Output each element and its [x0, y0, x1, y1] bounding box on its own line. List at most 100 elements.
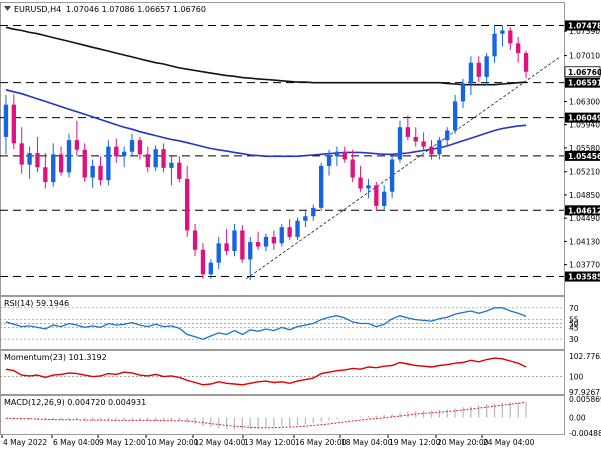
candle: [129, 133, 135, 157]
candle: [106, 140, 111, 186]
candle: [311, 204, 316, 221]
candle-body: [161, 149, 166, 168]
macd-histogram-bar: [359, 416, 362, 418]
candle: [11, 94, 16, 150]
candle: [366, 178, 371, 199]
macd-histogram-bar: [289, 417, 291, 427]
macd-histogram-bar: [375, 415, 377, 418]
macd-histogram-bar: [454, 408, 456, 418]
candle-body: [216, 243, 221, 263]
candle-body: [374, 185, 379, 206]
macd-histogram-bar: [28, 417, 31, 420]
candle-body: [263, 236, 269, 247]
candle: [66, 133, 72, 178]
candle: [429, 140, 434, 160]
macd-histogram-bar: [430, 410, 433, 418]
level-price-label: 1.06049: [568, 114, 601, 123]
macd-histogram-bar: [470, 406, 472, 418]
candle-body: [334, 151, 340, 157]
candle-body: [129, 140, 135, 152]
price-tick-label: 1.03770: [569, 261, 600, 270]
candle-body: [279, 227, 284, 244]
macd-histogram-bar: [131, 417, 133, 421]
macd-histogram-bar: [76, 417, 78, 421]
macd-histogram-bar: [241, 417, 243, 430]
candle: [224, 229, 229, 255]
price-tick-label: 1.05210: [569, 168, 600, 177]
candle-body: [492, 33, 497, 57]
candle: [484, 53, 489, 86]
level-price-box: [565, 77, 600, 88]
macd-signal-line: [5, 401, 527, 429]
macd-histogram-bar: [367, 415, 370, 418]
macd-histogram-bar: [383, 415, 385, 418]
macd-histogram-bar: [265, 417, 267, 429]
rsi-level-label: 30: [569, 335, 579, 344]
level-price-label: 1.04612: [568, 206, 601, 215]
candle: [255, 231, 261, 250]
time-axis: 4 May 2022 6 May 04:00 9 May 12:00 10 May 2…: [1, 435, 535, 447]
candle: [326, 149, 332, 176]
level-price-label: 1.07478: [568, 21, 601, 30]
candle: [358, 165, 363, 192]
candle: [263, 233, 269, 252]
candle: [121, 146, 127, 168]
time-tick-label: 24 May 04:00: [483, 438, 535, 447]
momentum-layer: 102.7763 100 97.9267: [0, 352, 601, 397]
candle-body: [114, 146, 119, 157]
candle: [208, 259, 214, 279]
candle: [318, 162, 324, 212]
macd-histogram-bar: [399, 412, 401, 418]
current-price-label: 1.06760: [568, 68, 601, 77]
macd-histogram-bar: [115, 417, 117, 421]
candle-body: [318, 165, 324, 208]
candle: [74, 120, 80, 157]
candle: [279, 223, 284, 247]
candle-body: [429, 146, 434, 155]
macd-tick-label: -0.004884: [569, 429, 601, 438]
candle-body: [51, 154, 56, 183]
candle-body: [405, 127, 411, 137]
candle: [468, 56, 474, 95]
macd-histogram-bar: [68, 417, 70, 421]
macd-histogram-bar: [493, 403, 496, 418]
macd-histogram-bar: [446, 409, 448, 418]
time-tick-label: 12 May 04:00: [194, 438, 246, 447]
momentum-tick-label: 102.7763: [569, 352, 601, 361]
macd-histogram-bar: [462, 407, 464, 418]
time-tick-label: 19 May 12:00: [389, 438, 441, 447]
candle-body: [271, 236, 277, 244]
macd-histogram-bar: [84, 417, 86, 421]
candle-body: [224, 243, 229, 252]
macd-histogram-bar: [281, 417, 283, 427]
candle-body: [303, 216, 308, 221]
level-price-label: 1.05456: [568, 152, 601, 161]
macd-histogram-bar: [170, 417, 173, 422]
candle-body: [287, 227, 292, 237]
macd-histogram-bar: [52, 417, 54, 421]
candle: [90, 159, 95, 188]
macd-histogram-bar: [391, 414, 393, 418]
macd-histogram-bar: [509, 402, 511, 418]
candle: [177, 156, 182, 183]
candle-body: [476, 62, 481, 77]
time-tick-label: 18 May 04:00: [341, 438, 393, 447]
macd-histogram-bar: [186, 417, 188, 423]
candle-body: [342, 151, 347, 160]
candle-body: [3, 104, 9, 137]
rsi-level-label: 50: [569, 320, 579, 329]
candle: [161, 143, 166, 173]
level-price-label: 1.03585: [568, 273, 601, 282]
triangle-down-icon: [4, 6, 11, 11]
candle: [19, 127, 24, 174]
candle: [445, 127, 450, 146]
price-tick-label: 1.04130: [569, 237, 600, 246]
rsi-level-label: 45: [569, 323, 579, 332]
macd-caption: MACD(12,26,9) 0.004720 0.004931: [4, 398, 146, 407]
candle-body: [232, 230, 237, 252]
candle: [137, 136, 143, 160]
macd-histogram-bar: [147, 417, 149, 421]
candle-body: [382, 191, 387, 206]
